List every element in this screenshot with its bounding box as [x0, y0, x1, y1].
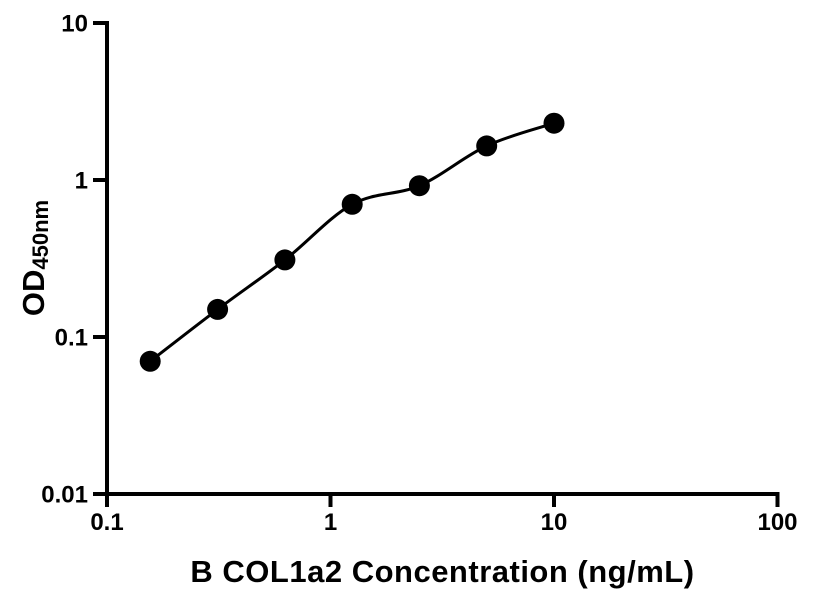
data-point [476, 135, 498, 157]
data-point [341, 193, 363, 215]
y-tick-label: 10 [61, 11, 88, 38]
x-tick-label: 100 [757, 509, 797, 536]
y-axis-title-main: OD [16, 269, 51, 317]
data-point [408, 175, 430, 197]
x-tick-label: 10 [541, 509, 568, 536]
x-tick-label: 1 [324, 509, 337, 536]
data-point [274, 249, 296, 271]
y-axis-title-subscript: 450nm [28, 199, 53, 270]
y-tick-label: 0.01 [41, 482, 88, 509]
data-point [543, 112, 565, 134]
y-axis-title: OD450nm [16, 200, 54, 316]
x-tick-label: 0.1 [90, 509, 123, 536]
fit-curve [149, 121, 555, 363]
y-tick-label: 1 [75, 168, 88, 195]
data-point [139, 350, 161, 372]
data-point [207, 298, 229, 320]
x-axis-title: B COL1a2 Concentration (ng/mL) [190, 554, 695, 589]
y-tick-label: 0.1 [55, 325, 88, 352]
